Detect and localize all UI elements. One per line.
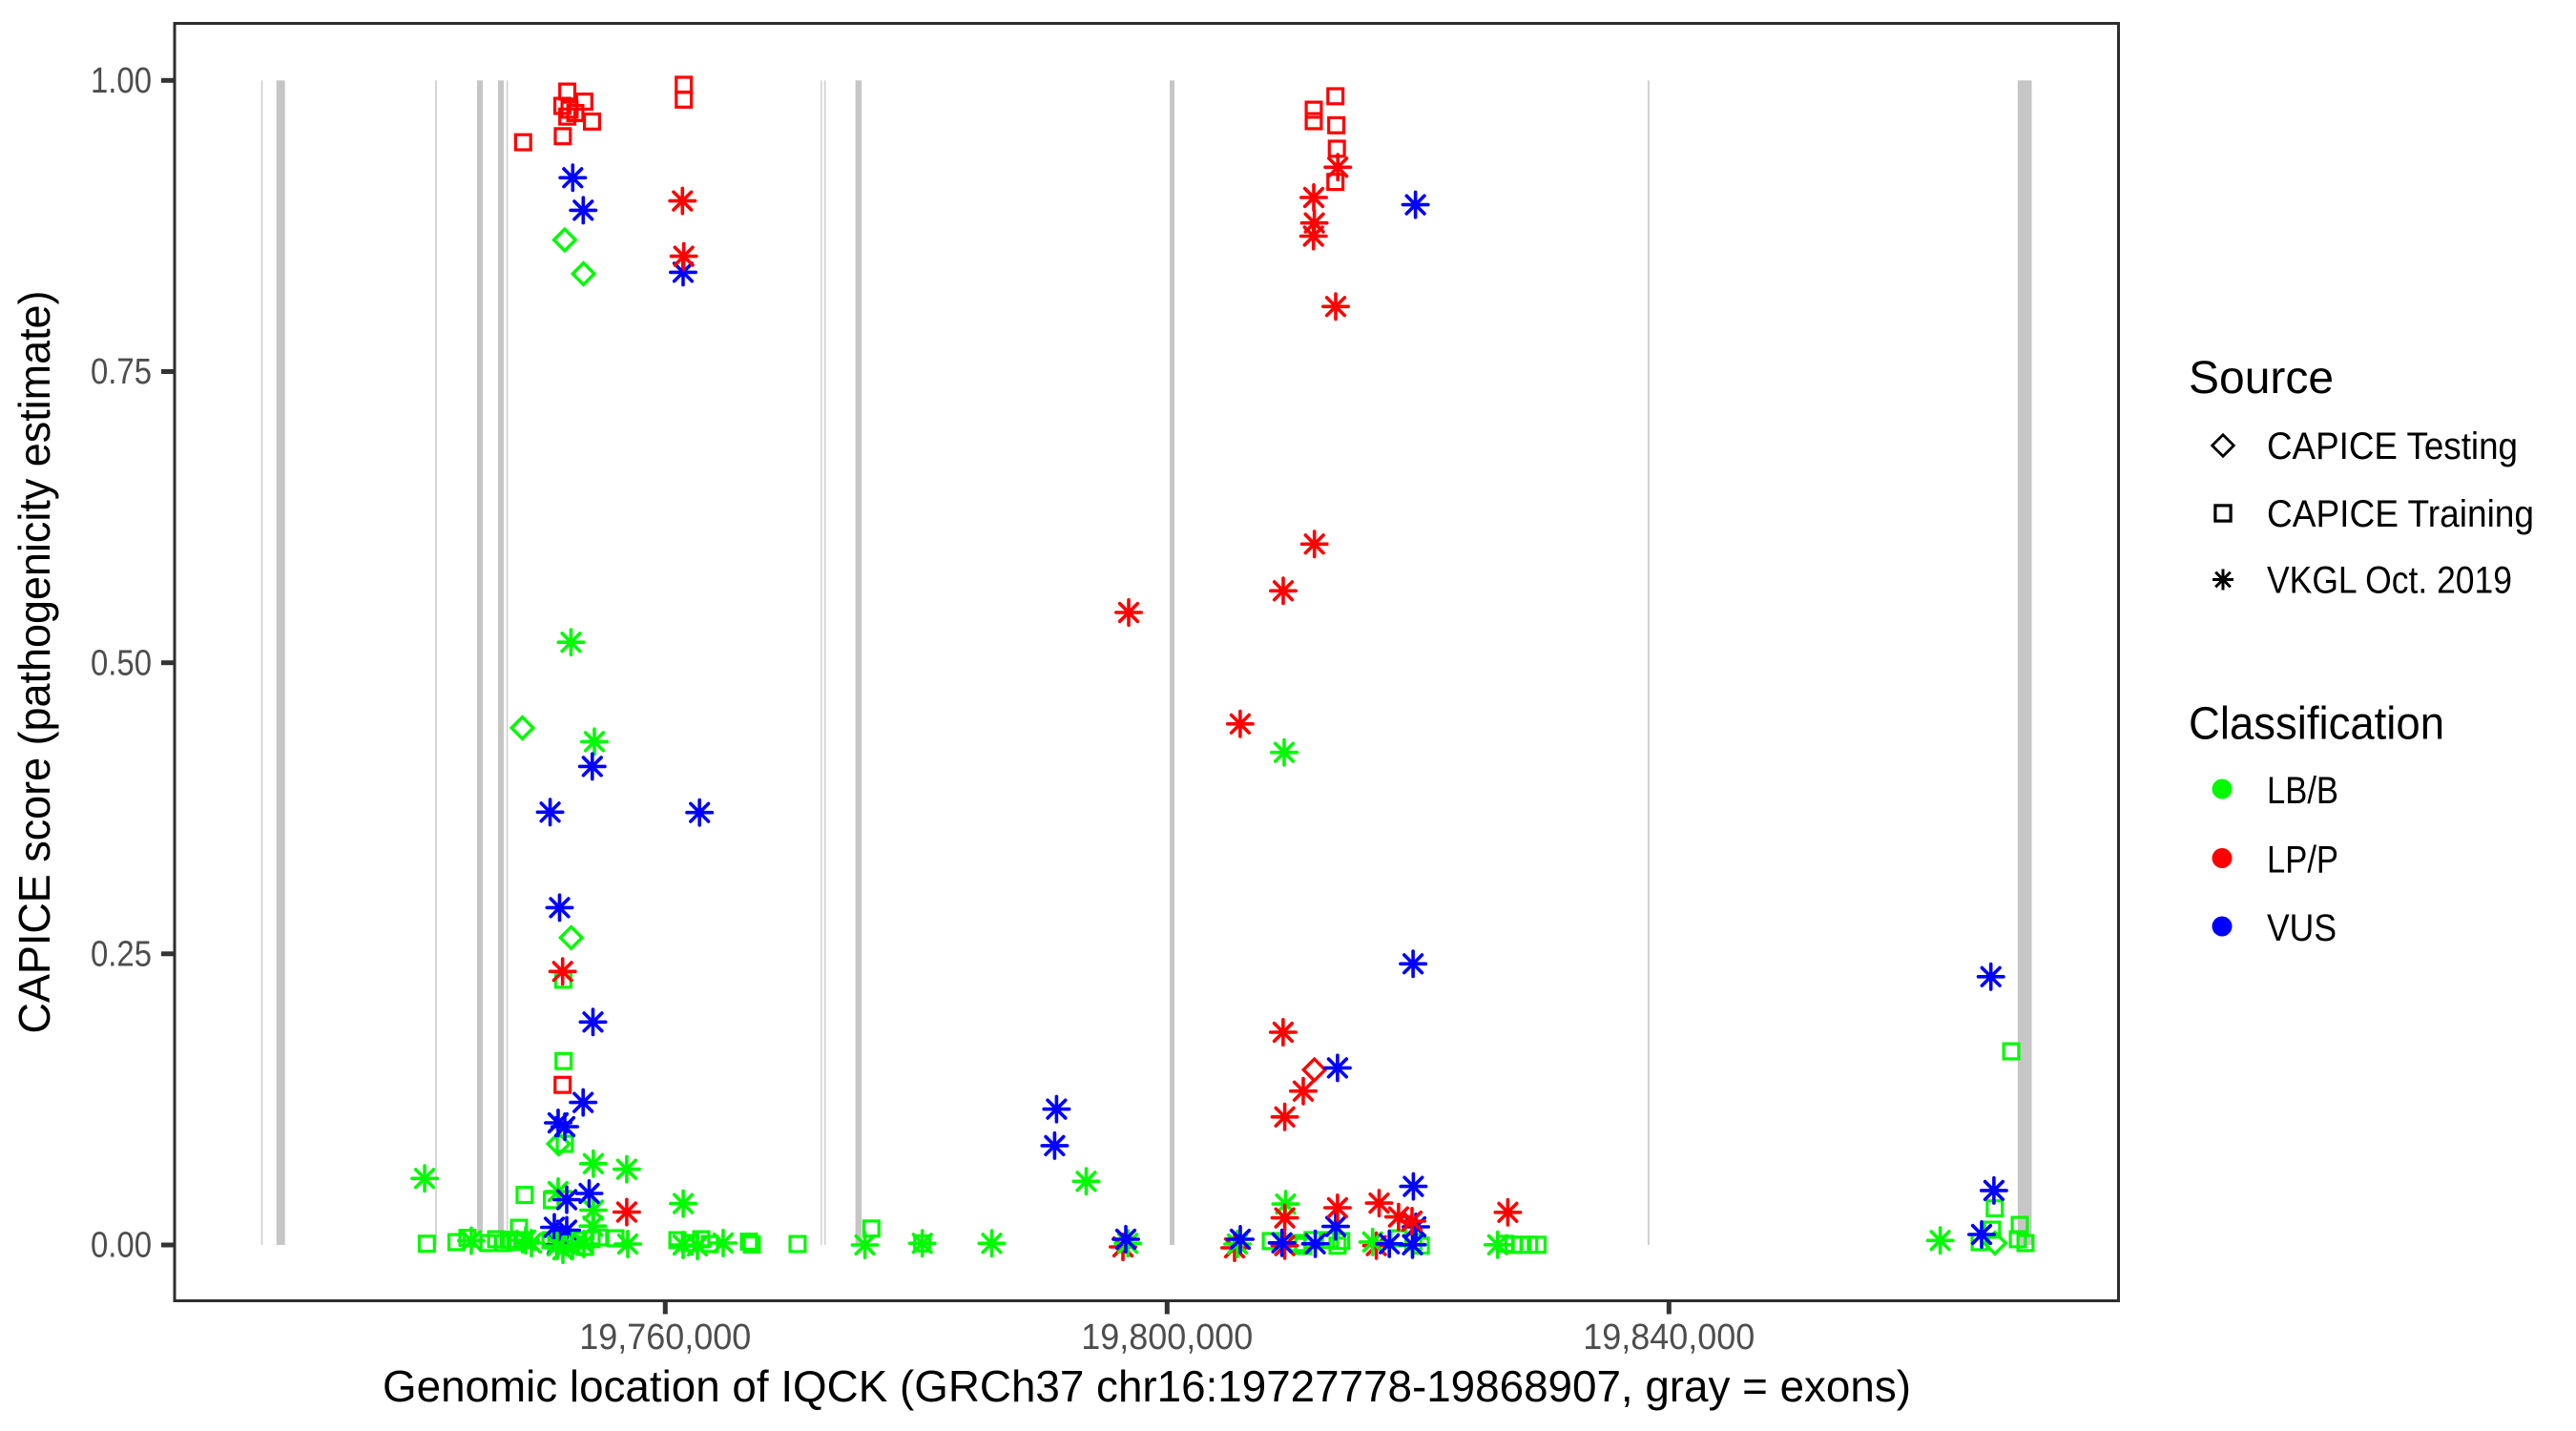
svg-text:Classification: Classification (2189, 699, 2444, 750)
svg-text:19,800,000: 19,800,000 (1081, 1317, 1253, 1358)
svg-text:CAPICE Training: CAPICE Training (2267, 493, 2534, 535)
svg-text:1.00: 1.00 (91, 61, 152, 101)
svg-text:0.25: 0.25 (91, 934, 152, 974)
svg-text:Source: Source (2189, 353, 2334, 404)
svg-text:CAPICE score (pathogenicity es: CAPICE score (pathogenicity estimate) (10, 291, 59, 1034)
svg-text:0.00: 0.00 (91, 1226, 152, 1266)
svg-text:CAPICE Testing: CAPICE Testing (2267, 425, 2518, 467)
svg-text:LB/B: LB/B (2267, 770, 2338, 812)
svg-text:LP/P: LP/P (2267, 840, 2338, 881)
svg-text:19,840,000: 19,840,000 (1583, 1317, 1755, 1358)
svg-text:Genomic location of IQCK (GRCh: Genomic location of IQCK (GRCh37 chr16:1… (383, 1361, 1911, 1411)
svg-text:0.75: 0.75 (91, 352, 152, 392)
svg-text:19,760,000: 19,760,000 (579, 1317, 751, 1358)
svg-text:VKGL Oct. 2019: VKGL Oct. 2019 (2267, 560, 2512, 602)
svg-text:0.50: 0.50 (91, 643, 152, 683)
svg-text:VUS: VUS (2267, 907, 2337, 949)
